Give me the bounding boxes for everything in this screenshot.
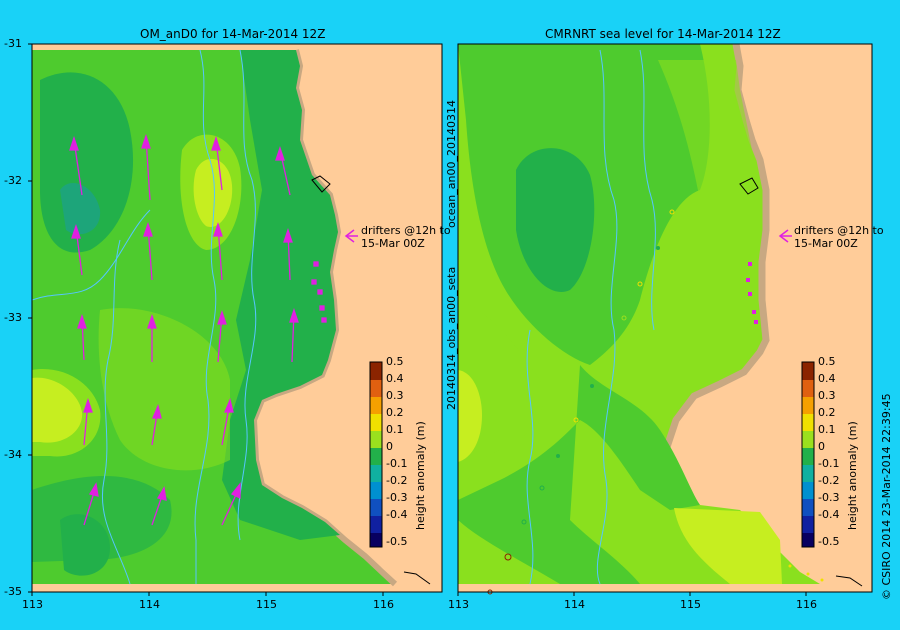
left-colorbar [369,361,383,548]
y-tick-label: -32 [4,174,22,187]
x-tick-label: 113 [448,598,469,611]
x-tick-label: 115 [256,598,277,611]
left-drifter-arrows [69,133,327,526]
right-map-title: CMRNRT sea level for 14-Mar-2014 12Z [545,27,781,41]
side-label-top: ocean_an00_20140314 [445,100,458,228]
y-tick-label: -35 [4,585,22,598]
y-tick-label: -33 [4,311,22,324]
right-drifter-annotation: drifters @12h to 15-Mar 00Z [794,224,884,250]
y-tick-label: -34 [4,448,22,461]
x-tick-label: 114 [139,598,160,611]
right-colorbar [801,361,815,548]
right-colorbar-label: height anomaly (m) [846,421,859,530]
x-tick-label: 116 [796,598,817,611]
y-tick-label: -31 [4,37,22,50]
left-map-title: OM_anD0 for 14-Mar-2014 12Z [140,27,326,41]
left-drifter-annotation: drifters @12h to 15-Mar 00Z [361,224,451,250]
x-tick-label: 115 [680,598,701,611]
x-tick-label: 116 [373,598,394,611]
right-map [457,43,873,595]
x-tick-label: 114 [564,598,585,611]
right-observation-dots [487,209,824,595]
copyright-credit: © CSIRO 2014 23-Mar-2014 22:39:45 [880,393,893,600]
side-label-bottom: 20140314_obs_an00_seta [445,266,458,410]
x-tick-label: 113 [22,598,43,611]
left-colorbar-label: height anomaly (m) [414,421,427,530]
